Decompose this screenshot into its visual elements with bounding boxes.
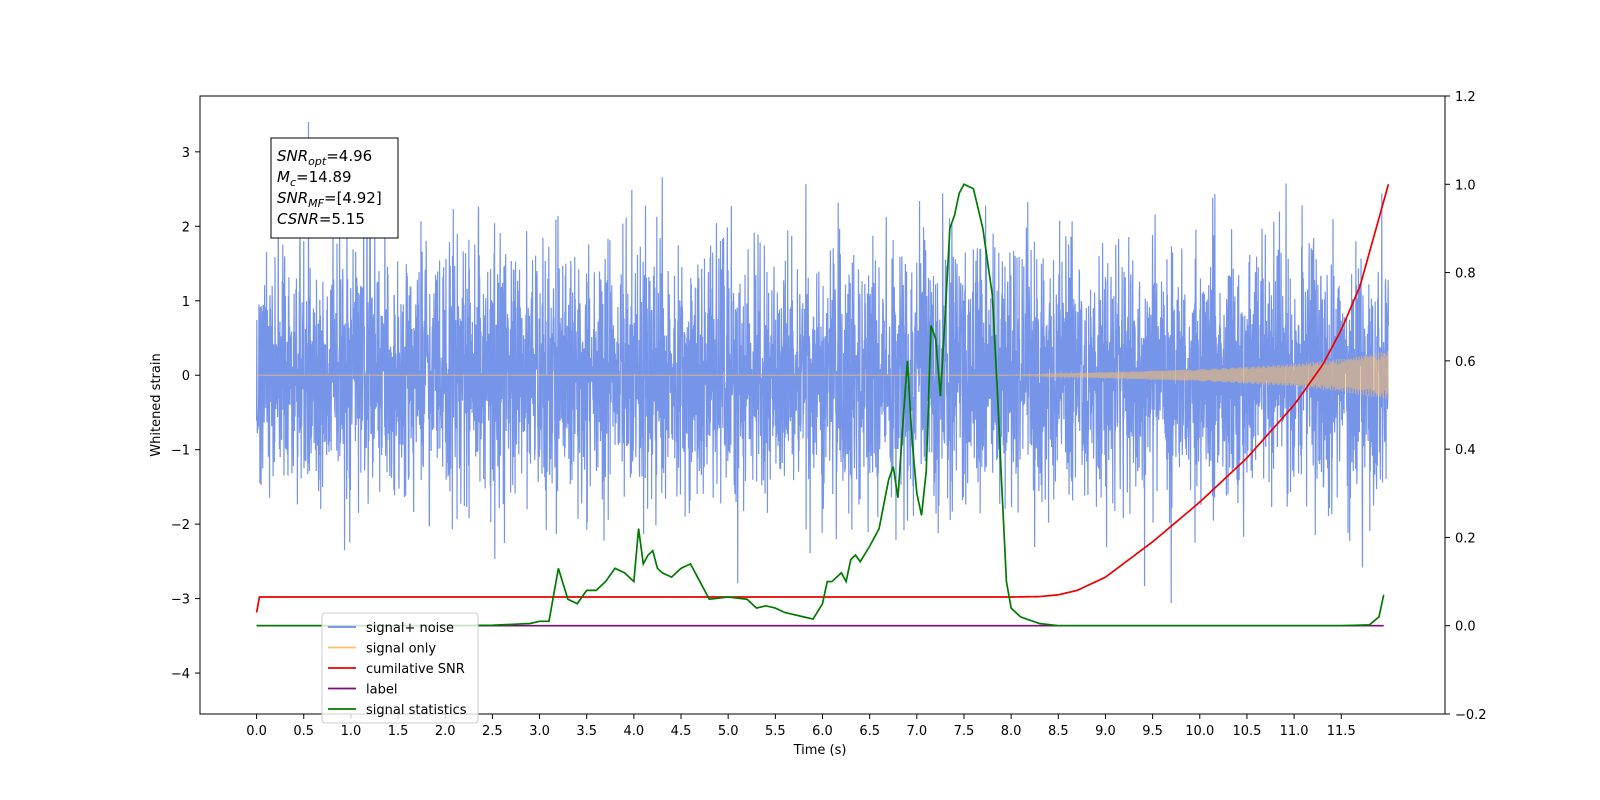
- x-tick-label: 2.0: [435, 724, 456, 739]
- annotation-frame: [270, 137, 399, 239]
- annotation-subscript: c: [290, 176, 296, 189]
- y-axis-label: Whitened strain: [149, 353, 164, 456]
- legend: signal+ noise signal only cumilative SNR la…: [321, 612, 479, 724]
- annotation-symbol: SNR: [277, 189, 308, 207]
- series-signal-noise-line: [255, 122, 1390, 604]
- x-tick-label: 2.5: [482, 724, 503, 739]
- annotation-subscript: MF: [308, 197, 324, 210]
- x-tick-label: 0.0: [246, 724, 267, 739]
- y2-tick-label: 0.6: [1455, 355, 1476, 370]
- y-tick-label: −4: [171, 667, 190, 682]
- annotation-value: =14.89: [296, 168, 352, 186]
- y2-tick-label: −0.2: [1455, 708, 1487, 723]
- legend-frame: [321, 612, 479, 724]
- legend-entry-label: label: [366, 683, 397, 698]
- y2-tick-label: 0.2: [1455, 531, 1476, 546]
- x-tick-label: 5.0: [718, 724, 739, 739]
- x-tick-label: 8.0: [1001, 724, 1022, 739]
- x-tick-label: 4.0: [624, 724, 645, 739]
- y-tick-label: 3: [182, 146, 190, 161]
- y-tick-label: 1: [182, 295, 190, 310]
- y2-tick-label: 0.8: [1455, 267, 1476, 282]
- x-tick-label: 6.5: [859, 724, 880, 739]
- x-tick-label: 10.5: [1232, 724, 1261, 739]
- x-tick-label: 5.5: [765, 724, 786, 739]
- y-tick-label: −1: [171, 444, 190, 459]
- x-axis: 0.0 0.5 1.0 1.5 2.0 2.5 3.0 3.5 4.0 4.5 5.0 5.5 6.0 6…: [246, 714, 1356, 739]
- x-tick-label: 7.0: [906, 724, 927, 739]
- y2-tick-label: 1.2: [1455, 90, 1476, 105]
- y-axis-left: 3 2 1 0 −1 −2 −3 −4: [171, 146, 200, 682]
- annotation-value: =4.96: [326, 147, 372, 165]
- y-tick-label: −3: [171, 593, 190, 608]
- annotation-line: SNRMF=[4.92]: [277, 189, 382, 210]
- x-tick-label: 0.5: [293, 724, 314, 739]
- x-tick-label: 3.5: [576, 724, 597, 739]
- legend-entry-label: signal+ noise: [366, 621, 454, 636]
- y-tick-label: 2: [182, 220, 190, 235]
- y2-tick-label: 1.0: [1455, 178, 1476, 193]
- annotation-symbol: SNR: [277, 147, 308, 165]
- x-tick-label: 7.5: [954, 724, 975, 739]
- x-tick-label: 9.0: [1095, 724, 1116, 739]
- legend-entry-label: signal only: [366, 642, 436, 657]
- series-signal-statistics-line: [256, 183, 1385, 627]
- x-tick-label: 11.5: [1327, 724, 1356, 739]
- x-tick-label: 9.5: [1142, 724, 1163, 739]
- x-tick-label: 8.5: [1048, 724, 1069, 739]
- x-tick-label: 4.5: [671, 724, 692, 739]
- x-tick-label: 1.5: [388, 724, 409, 739]
- x-tick-label: 6.0: [812, 724, 833, 739]
- annotation-line: SNRopt=4.96: [277, 147, 372, 168]
- y-tick-label: −2: [171, 518, 190, 533]
- annotation-line: Mc=14.89: [277, 168, 352, 189]
- annotation-value: =[4.92]: [324, 189, 382, 207]
- x-tick-label: 1.0: [341, 724, 362, 739]
- annotation-line: CSNR=5.15: [277, 210, 365, 228]
- series-signal-only-line: [256, 351, 1390, 400]
- legend-entry-label: signal statistics: [366, 703, 467, 718]
- annotation-value: =5.15: [319, 210, 365, 228]
- y2-tick-label: 0.0: [1455, 620, 1476, 635]
- annotation-subscript: opt: [308, 155, 327, 168]
- legend-entry-label: cumilative SNR: [366, 662, 465, 677]
- x-tick-label: 10.0: [1185, 724, 1214, 739]
- y-tick-label: 0: [182, 369, 190, 384]
- series-cumulative-snr-line: [255, 184, 1390, 613]
- x-tick-label: 3.0: [529, 724, 550, 739]
- x-tick-label: 11.0: [1280, 724, 1309, 739]
- y2-tick-label: 0.4: [1455, 443, 1476, 458]
- y-axis-right: 1.2 1.0 0.8 0.6 0.4 0.2 0.0 −0.2: [1445, 90, 1487, 723]
- annotation-symbol: M: [277, 168, 290, 186]
- x-axis-label: Time (s): [793, 743, 847, 758]
- annotation-symbol: CSNR: [277, 210, 319, 228]
